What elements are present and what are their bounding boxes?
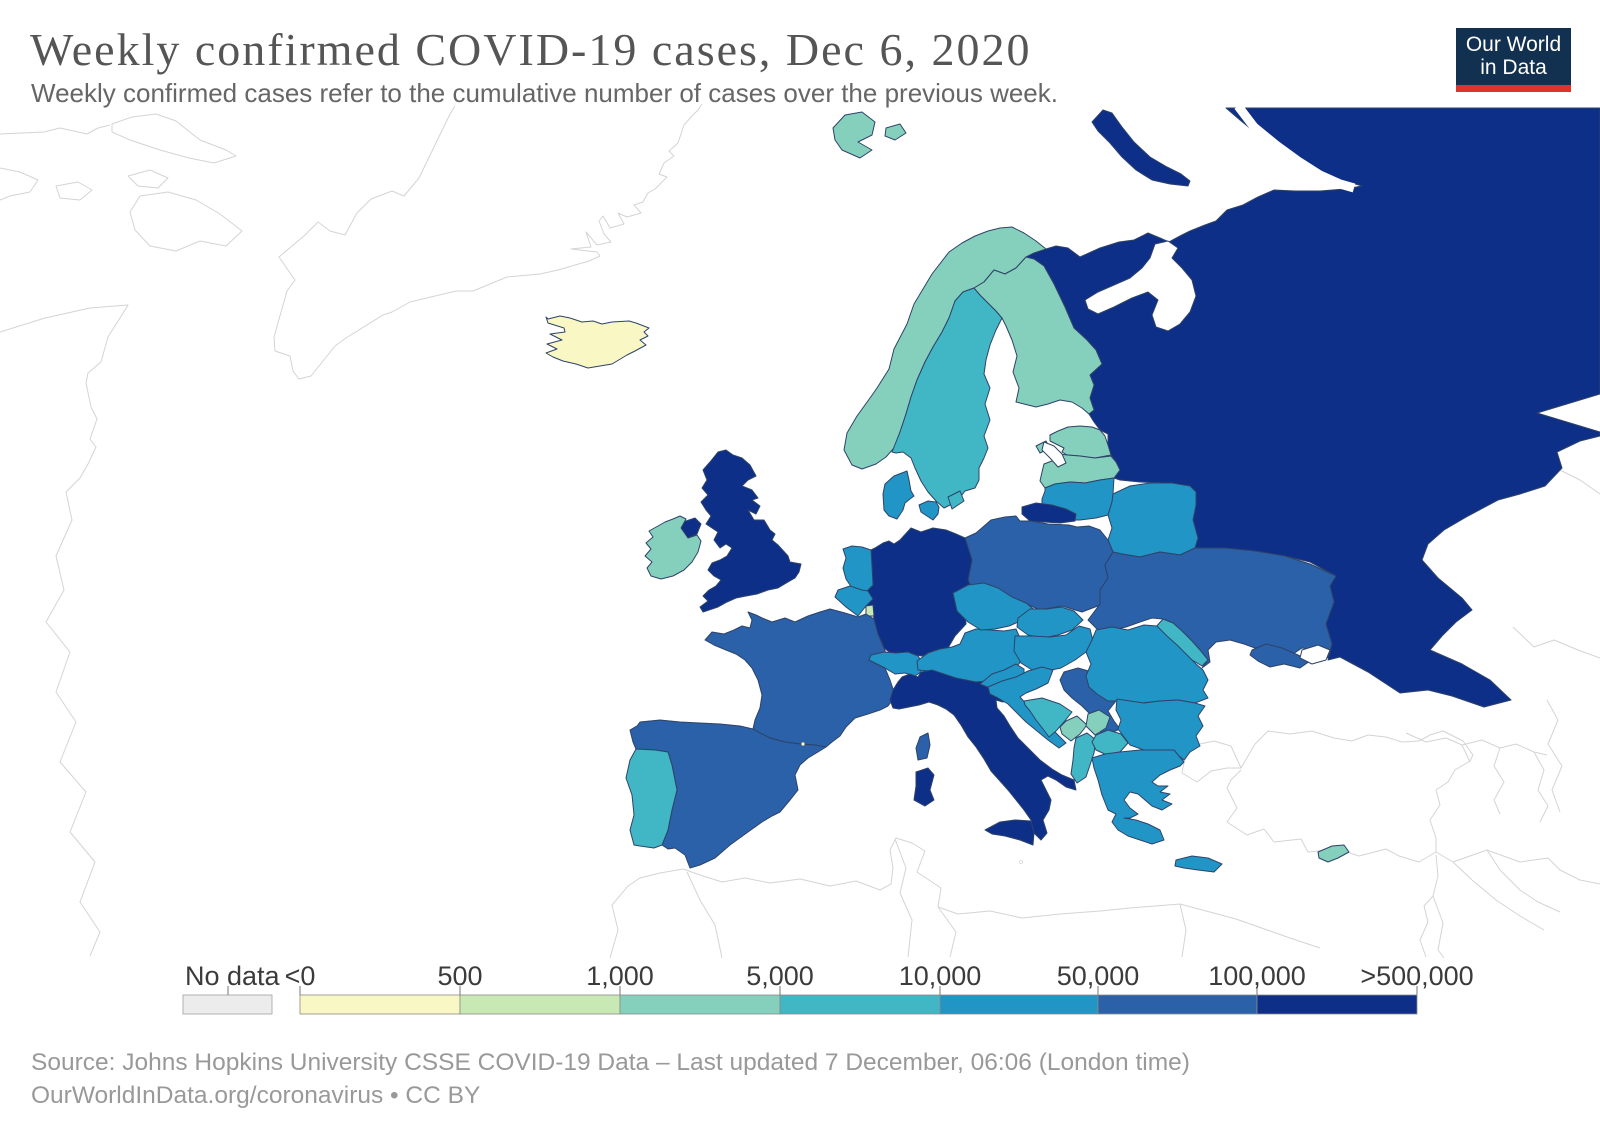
svg-text:50,000: 50,000 (1057, 961, 1140, 991)
svg-text:>500,000: >500,000 (1360, 961, 1473, 991)
svg-text:<0: <0 (285, 961, 316, 991)
svg-text:5,000: 5,000 (746, 961, 814, 991)
svg-text:No data: No data (185, 961, 281, 991)
svg-text:10,000: 10,000 (899, 961, 982, 991)
svg-text:500: 500 (437, 961, 482, 991)
svg-text:1,000: 1,000 (586, 961, 654, 991)
svg-text:100,000: 100,000 (1208, 961, 1306, 991)
